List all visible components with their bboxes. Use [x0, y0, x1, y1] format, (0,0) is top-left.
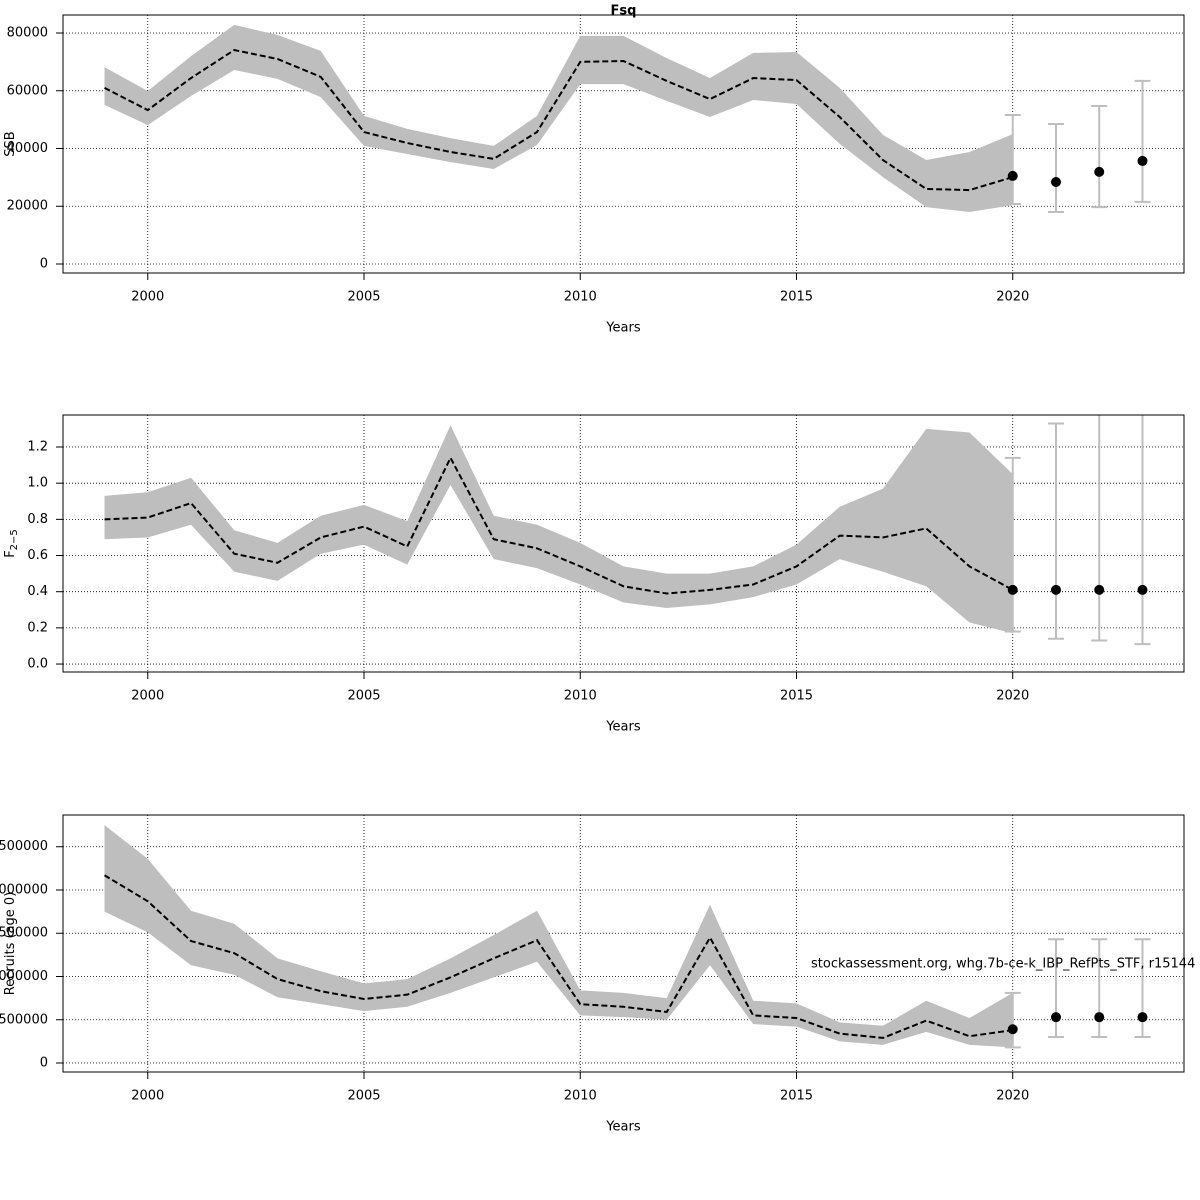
y-axis-label: SSB — [3, 131, 18, 156]
plot-frame — [62, 414, 1185, 673]
error-bar — [1004, 114, 1021, 205]
x-tick-label: 2015 — [780, 1089, 813, 1104]
forecast-point — [1007, 170, 1018, 181]
plot-frame — [62, 814, 1185, 1073]
forecast-point — [1007, 1024, 1018, 1035]
forecast-point — [1007, 584, 1018, 595]
forecast-point — [1094, 584, 1105, 595]
panel: 2000 2005 2010 2015 2020 0 500000 1000000 150000… — [0, 814, 1200, 1135]
y-tick-label: 0 — [40, 1056, 48, 1071]
error-bar — [1134, 938, 1151, 1039]
y-tick-label: 0.2 — [27, 620, 48, 635]
x-axis-label: Years — [605, 1120, 641, 1135]
x-tick-label: 2000 — [131, 290, 164, 305]
y-tick-label: 80000 — [7, 26, 48, 41]
y-tick-label: 1.2 — [27, 440, 48, 455]
forecast-point — [1094, 1012, 1105, 1023]
x-tick-label: 2005 — [347, 1089, 380, 1104]
y-axis-label-main: Recruits (age 0) — [3, 892, 18, 996]
plot-frame — [62, 14, 1185, 274]
error-bar — [1091, 105, 1108, 209]
x-tick-label: 2015 — [780, 689, 813, 704]
y-tick-label: 0.6 — [27, 548, 48, 563]
y-tick-label: 0.0 — [27, 657, 48, 672]
y-tick-label: 40000 — [7, 141, 48, 156]
forecast-point — [1137, 584, 1148, 595]
error-bar — [1091, 938, 1108, 1039]
error-bar — [1047, 422, 1064, 640]
x-tick-label: 2005 — [347, 689, 380, 704]
error-bar — [1091, 415, 1108, 642]
y-axis-label: F2−5 — [3, 529, 21, 558]
forecast-point — [1094, 166, 1105, 177]
y-tick-label: 0.8 — [27, 512, 48, 527]
x-tick-label: 2000 — [131, 689, 164, 704]
x-tick-label: 2020 — [996, 290, 1029, 305]
y-tick-label: 2000000 — [0, 882, 48, 897]
y-tick-label: 0 — [40, 256, 48, 271]
confidence-band — [104, 24, 1013, 213]
error-bar — [1134, 415, 1151, 646]
chart-title: Fsq — [611, 4, 637, 19]
error-bar — [1004, 991, 1021, 1049]
forecast-point — [1137, 155, 1148, 166]
y-axis-label-main: SSB — [3, 131, 18, 156]
x-tick-label: 2010 — [564, 290, 597, 305]
x-tick-label: 2020 — [996, 689, 1029, 704]
estimate-line — [104, 48, 1014, 192]
y-tick-label: 500000 — [0, 1012, 48, 1027]
error-bar — [1047, 938, 1064, 1039]
y-tick-label: 1000000 — [0, 969, 48, 984]
forecast-point — [1050, 584, 1061, 595]
error-bar — [1134, 79, 1151, 203]
x-tick-label: 2000 — [131, 1089, 164, 1104]
y-tick-label: 0.4 — [27, 584, 48, 599]
error-bar — [1004, 456, 1021, 633]
estimate-line — [104, 455, 1014, 595]
y-axis-label-sub: 2−5 — [9, 529, 20, 550]
y-tick-label: 1.0 — [27, 476, 48, 491]
y-axis-label-main: F — [3, 550, 18, 557]
x-tick-label: 2005 — [347, 290, 380, 305]
x-axis-label: Years — [605, 321, 641, 336]
error-bar — [1047, 122, 1064, 214]
y-tick-label: 20000 — [7, 199, 48, 214]
forecast-point — [1050, 176, 1061, 187]
y-axis-label: Recruits (age 0) — [3, 892, 18, 996]
x-tick-label: 2010 — [564, 1089, 597, 1104]
x-axis-label: Years — [605, 720, 641, 735]
x-tick-label: 2010 — [564, 689, 597, 704]
forecast-point — [1137, 1012, 1148, 1023]
confidence-band — [104, 425, 1013, 634]
y-tick-label: 2500000 — [0, 839, 48, 854]
panel: 2000 2005 2010 2015 2020 0.0 0.2 0.4 0.6 0.8 1.0 1.… — [3, 414, 1185, 735]
confidence-band — [104, 825, 1013, 1048]
y-tick-label: 60000 — [7, 83, 48, 98]
forecast-point — [1050, 1012, 1061, 1023]
x-tick-label: 2020 — [996, 1089, 1029, 1104]
panel: 2000 2005 2010 2015 2020 0 20000 40000 60000 8000… — [3, 4, 1185, 336]
estimate-line — [104, 874, 1013, 1039]
annotation: stockassessment.org, whg.7b-ce-k_IBP_Ref… — [811, 957, 1200, 972]
x-tick-label: 2015 — [780, 290, 813, 305]
y-tick-label: 1500000 — [0, 926, 48, 941]
